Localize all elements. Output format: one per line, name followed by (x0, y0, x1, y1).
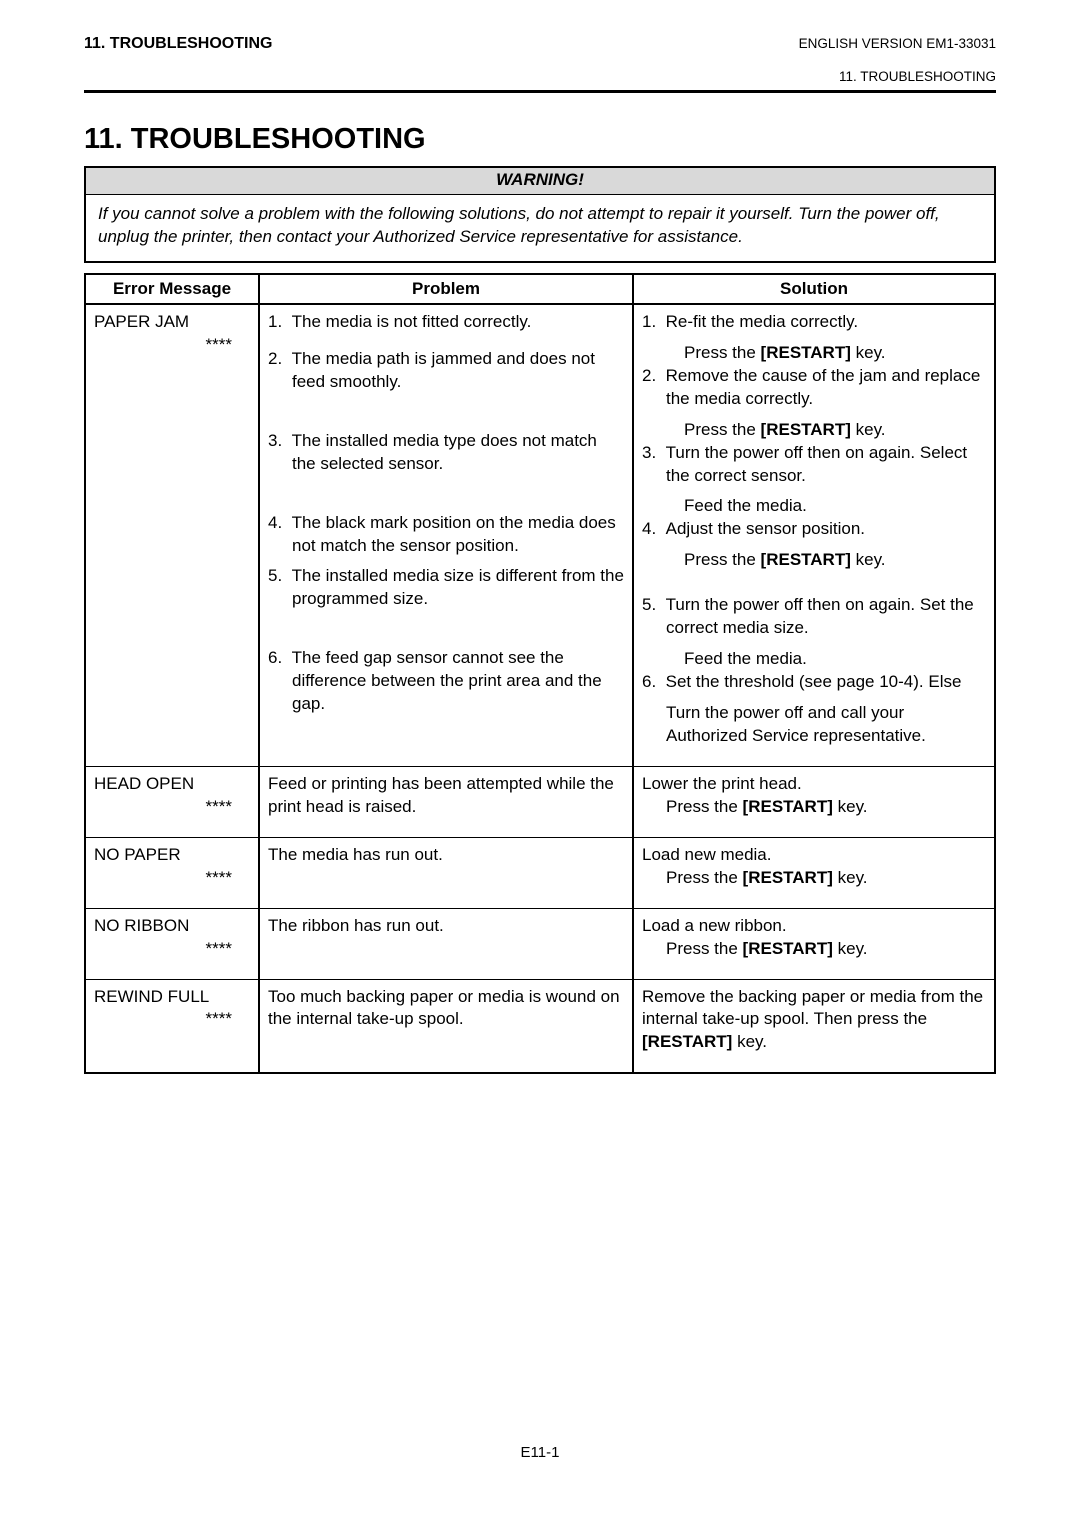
cell-solution: Lower the print head. Press the [RESTART… (633, 766, 995, 837)
page-title: 11. TROUBLESHOOTING (84, 123, 996, 156)
warning-box: WARNING! If you cannot solve a problem w… (84, 166, 996, 263)
solution-item: 1. Re-fit the media correctly. (642, 311, 986, 334)
error-name: NO PAPER (94, 844, 250, 867)
table-header-row: Error Message Problem Solution (85, 274, 995, 304)
solution-item: 3. Turn the power off then on again. Sel… (642, 442, 986, 488)
header-version-right: ENGLISH VERSION EM1-33031 (799, 36, 996, 51)
page: 11. TROUBLESHOOTING ENGLISH VERSION EM1-… (0, 0, 1080, 1525)
header-section-left: 11. TROUBLESHOOTING (84, 35, 272, 53)
solution-line: Feed the media. (642, 648, 986, 671)
warning-heading: WARNING! (86, 168, 994, 195)
problem-item: 5. The installed media size is different… (268, 565, 624, 611)
table-row: NO RIBBON **** The ribbon has run out. L… (85, 908, 995, 979)
troubleshoot-table: Error Message Problem Solution PAPER JAM… (84, 273, 996, 1074)
cell-solution: Load new media. Press the [RESTART] key. (633, 837, 995, 908)
cell-problem: The ribbon has run out. (259, 908, 633, 979)
th-error: Error Message (85, 274, 259, 304)
solution-line: Turn the power off and call your Authori… (642, 702, 986, 748)
solution-line: Press the [RESTART] key. (642, 867, 986, 890)
cell-error: NO PAPER **** (85, 837, 259, 908)
problem-item: 4. The black mark position on the media … (268, 512, 624, 558)
cell-solution: Load a new ribbon. Press the [RESTART] k… (633, 908, 995, 979)
cell-error: HEAD OPEN **** (85, 766, 259, 837)
problem-item: 6. The feed gap sensor cannot see the di… (268, 647, 624, 716)
error-name: REWIND FULL (94, 986, 250, 1009)
cell-error: NO RIBBON **** (85, 908, 259, 979)
error-stars: **** (94, 1008, 250, 1031)
cell-problem: Feed or printing has been attempted whil… (259, 766, 633, 837)
error-stars: **** (94, 867, 250, 890)
header-row: 11. TROUBLESHOOTING ENGLISH VERSION EM1-… (84, 35, 996, 53)
warning-body: If you cannot solve a problem with the f… (86, 195, 994, 261)
th-problem: Problem (259, 274, 633, 304)
problem-item: 3. The installed media type does not mat… (268, 430, 624, 476)
solution-line: Press the [RESTART] key. (642, 342, 986, 365)
solution-line: Press the [RESTART] key. (642, 549, 986, 572)
table-row: HEAD OPEN **** Feed or printing has been… (85, 766, 995, 837)
error-stars: **** (94, 334, 250, 357)
solution-line: Load a new ribbon. (642, 915, 986, 938)
cell-solution: Remove the backing paper or media from t… (633, 979, 995, 1073)
error-name: HEAD OPEN (94, 773, 250, 796)
solution-line: Remove the backing paper or media from t… (642, 987, 983, 1052)
error-name: NO RIBBON (94, 915, 250, 938)
solution-item: 6. Set the threshold (see page 10-4). El… (642, 671, 986, 694)
error-stars: **** (94, 938, 250, 961)
table-row: REWIND FULL **** Too much backing paper … (85, 979, 995, 1073)
problem-item: 1. The media is not fitted correctly. (268, 311, 624, 334)
cell-error: PAPER JAM **** (85, 304, 259, 767)
solution-line: Lower the print head. (642, 773, 986, 796)
page-footer: E11-1 (0, 1444, 1080, 1461)
solution-item: 2. Remove the cause of the jam and repla… (642, 365, 986, 411)
table-row: NO PAPER **** The media has run out. Loa… (85, 837, 995, 908)
problem-item: 2. The media path is jammed and does not… (268, 348, 624, 394)
solution-line: Feed the media. (642, 495, 986, 518)
error-name: PAPER JAM (94, 311, 250, 334)
solution-line: Press the [RESTART] key. (642, 938, 986, 961)
solution-line: Press the [RESTART] key. (642, 419, 986, 442)
solution-line: Press the [RESTART] key. (642, 796, 986, 819)
header-divider (84, 90, 996, 93)
header-subsection-right: 11. TROUBLESHOOTING (84, 69, 996, 84)
solution-line: Load new media. (642, 844, 986, 867)
solution-item: 4. Adjust the sensor position. (642, 518, 986, 541)
solution-item: 5. Turn the power off then on again. Set… (642, 594, 986, 640)
error-stars: **** (94, 796, 250, 819)
cell-solution: 1. Re-fit the media correctly. Press the… (633, 304, 995, 767)
cell-problem: Too much backing paper or media is wound… (259, 979, 633, 1073)
cell-problem: The media has run out. (259, 837, 633, 908)
th-solution: Solution (633, 274, 995, 304)
cell-error: REWIND FULL **** (85, 979, 259, 1073)
table-row: PAPER JAM **** 1. The media is not fitte… (85, 304, 995, 767)
cell-problem: 1. The media is not fitted correctly. 2.… (259, 304, 633, 767)
